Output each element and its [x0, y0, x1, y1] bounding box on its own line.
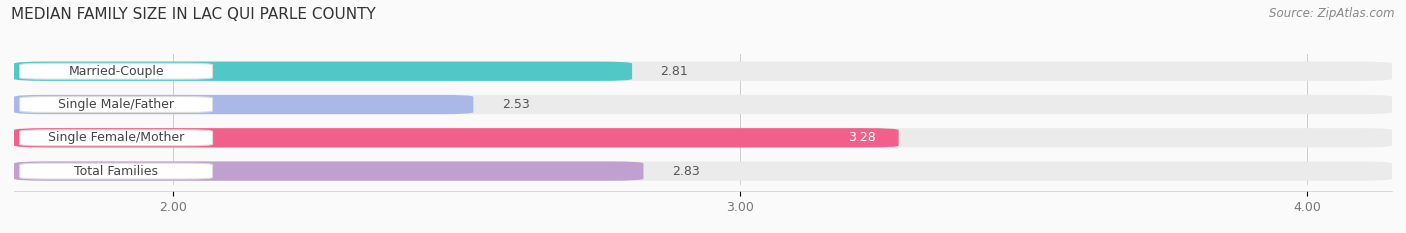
Text: Source: ZipAtlas.com: Source: ZipAtlas.com [1270, 7, 1395, 20]
FancyBboxPatch shape [20, 63, 212, 79]
FancyBboxPatch shape [20, 130, 212, 146]
Text: Single Female/Mother: Single Female/Mother [48, 131, 184, 144]
Text: Total Families: Total Families [75, 164, 157, 178]
Text: Married-Couple: Married-Couple [69, 65, 165, 78]
Text: 2.83: 2.83 [672, 164, 700, 178]
Text: 2.53: 2.53 [502, 98, 530, 111]
FancyBboxPatch shape [14, 128, 898, 147]
FancyBboxPatch shape [14, 95, 1392, 114]
FancyBboxPatch shape [14, 95, 474, 114]
Text: 3.28: 3.28 [848, 131, 876, 144]
FancyBboxPatch shape [20, 97, 212, 113]
FancyBboxPatch shape [14, 128, 1392, 147]
Text: 2.81: 2.81 [661, 65, 688, 78]
FancyBboxPatch shape [14, 62, 633, 81]
FancyBboxPatch shape [14, 161, 1392, 181]
Text: MEDIAN FAMILY SIZE IN LAC QUI PARLE COUNTY: MEDIAN FAMILY SIZE IN LAC QUI PARLE COUN… [11, 7, 375, 22]
FancyBboxPatch shape [14, 161, 644, 181]
FancyBboxPatch shape [14, 62, 1392, 81]
FancyBboxPatch shape [20, 163, 212, 179]
Text: Single Male/Father: Single Male/Father [58, 98, 174, 111]
